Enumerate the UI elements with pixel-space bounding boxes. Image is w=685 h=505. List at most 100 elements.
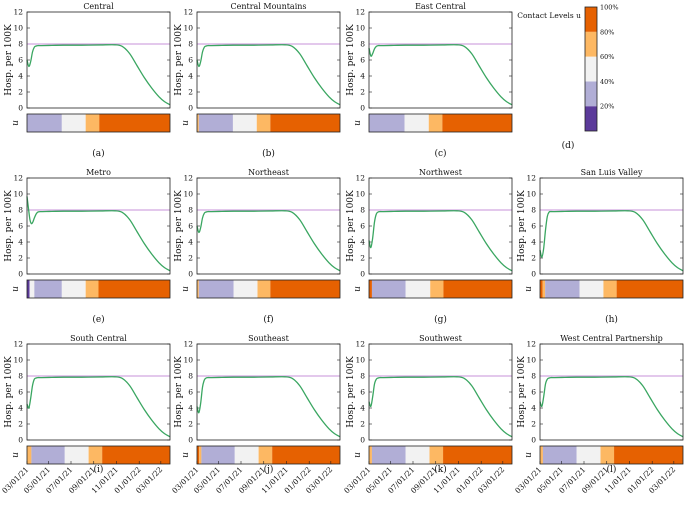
y-tick-label: 6 xyxy=(360,56,365,65)
y-tick-label: 10 xyxy=(13,356,23,365)
panel-letter: (i) xyxy=(94,464,104,475)
y-axis-label: Hosp. per 100K xyxy=(346,356,356,428)
legend-title: Contact Levels u xyxy=(517,11,581,20)
contact-level-segment xyxy=(371,280,406,298)
y-tick-label: 12 xyxy=(355,8,365,17)
panel-title: San Luis Valley xyxy=(581,168,643,177)
panel-title: Metro xyxy=(86,168,111,177)
y-tick-label: 0 xyxy=(360,270,365,279)
contact-level-segment xyxy=(258,446,273,464)
hospitalization-line xyxy=(539,376,684,438)
u-axis-label: u xyxy=(181,286,191,292)
y-tick-label: 10 xyxy=(526,356,536,365)
y-tick-label: 2 xyxy=(188,420,193,429)
contact-level-segment xyxy=(579,280,604,298)
panel-letter: (j) xyxy=(264,464,274,475)
panel-letter: (k) xyxy=(434,464,446,475)
legend-tick-label: 80% xyxy=(600,28,614,36)
contact-level-segment xyxy=(371,446,406,464)
panel-11: West Central Partnership 0 2 4 6 8 10 12 Hosp. p… xyxy=(513,334,684,495)
contact-level-segment xyxy=(197,114,199,132)
y-tick-label: 8 xyxy=(360,206,365,215)
plot-frame xyxy=(196,177,341,275)
y-tick-label: 8 xyxy=(18,372,23,381)
contact-level-segment xyxy=(31,446,65,464)
hospitalization-line xyxy=(26,196,171,272)
y-axis-label: Hosp. per 100K xyxy=(4,24,14,96)
y-tick-label: 0 xyxy=(188,270,193,279)
contact-level-segment xyxy=(197,280,199,298)
plot-frame xyxy=(368,177,513,275)
y-tick-label: 10 xyxy=(526,190,536,199)
y-tick-label: 0 xyxy=(360,104,365,113)
y-tick-label: 4 xyxy=(360,404,365,413)
y-tick-label: 4 xyxy=(188,238,193,247)
y-axis-label: Hosp. per 100K xyxy=(174,190,184,262)
y-tick-label: 2 xyxy=(188,254,193,263)
y-tick-label: 12 xyxy=(13,8,23,17)
contact-level-segment xyxy=(369,280,372,298)
hospitalization-line xyxy=(196,210,341,272)
u-axis-label: u xyxy=(11,286,21,292)
legend-swatch xyxy=(585,31,597,57)
panel-6: Northwest 0 2 4 6 8 10 12 Hosp. per 100K u (g) xyxy=(346,168,513,325)
hospitalization-line xyxy=(26,44,171,106)
y-tick-label: 10 xyxy=(183,356,193,365)
contact-level-segment xyxy=(404,114,429,132)
y-tick-label: 8 xyxy=(188,206,193,215)
contact-level-segment xyxy=(198,114,233,132)
contact-bar-frame xyxy=(196,113,341,133)
contact-level-segment xyxy=(603,280,617,298)
panel-title: East Central xyxy=(415,2,466,11)
contact-level-segment xyxy=(85,280,99,298)
y-tick-label: 0 xyxy=(188,436,193,445)
y-tick-label: 6 xyxy=(18,388,23,397)
y-tick-label: 4 xyxy=(188,404,193,413)
panel-2: Central Mountains 0 2 4 6 8 10 12 Hosp. per 100K… xyxy=(174,2,341,159)
panel-title: Central xyxy=(83,2,114,11)
contact-bar-frame xyxy=(368,279,513,299)
y-tick-label: 0 xyxy=(188,104,193,113)
y-tick-label: 10 xyxy=(183,24,193,33)
y-axis-label: Hosp. per 100K xyxy=(517,190,527,262)
legend-swatch xyxy=(585,56,597,82)
y-tick-label: 12 xyxy=(355,340,365,349)
contact-level-segment xyxy=(61,280,86,298)
contact-bar-frame xyxy=(196,279,341,299)
plot-frame xyxy=(368,11,513,109)
u-axis-label: u xyxy=(353,452,363,458)
contact-level-segment xyxy=(443,280,512,298)
contact-level-segment xyxy=(27,280,30,298)
contact-level-segment xyxy=(540,280,543,298)
contact-level-segment xyxy=(600,446,615,464)
y-tick-label: 12 xyxy=(183,340,193,349)
panel-title: Southwest xyxy=(419,334,463,343)
y-tick-label: 0 xyxy=(531,436,536,445)
panel-letter: (f) xyxy=(263,314,273,325)
legend-tick-label: 60% xyxy=(600,53,614,61)
contact-level-segment xyxy=(232,114,257,132)
legend-tick-label: 40% xyxy=(600,78,614,86)
y-tick-label: 6 xyxy=(18,56,23,65)
panel-3: East Central 0 2 4 6 8 10 12 Hosp. per 100K u (c) xyxy=(346,2,513,159)
contact-level-segment xyxy=(545,280,580,298)
y-tick-label: 2 xyxy=(18,420,23,429)
contact-level-segment xyxy=(29,280,35,298)
contact-bar-frame xyxy=(368,113,513,133)
hospitalization-line xyxy=(196,376,341,438)
y-tick-label: 2 xyxy=(531,254,536,263)
y-tick-label: 12 xyxy=(355,174,365,183)
y-axis-label: Hosp. per 100K xyxy=(346,24,356,96)
y-tick-label: 10 xyxy=(355,356,365,365)
legend-swatch xyxy=(585,106,597,131)
panel-letter: (l) xyxy=(607,464,617,475)
contact-level-segment xyxy=(234,446,259,464)
y-tick-label: 8 xyxy=(531,206,536,215)
contact-level-segment xyxy=(201,446,235,464)
y-tick-label: 4 xyxy=(18,72,23,81)
panel-4: Metro 0 2 4 6 8 10 12 Hosp. per 100K u (e) xyxy=(4,168,171,325)
plot-frame xyxy=(539,343,684,441)
panel-letter: (c) xyxy=(434,148,446,159)
